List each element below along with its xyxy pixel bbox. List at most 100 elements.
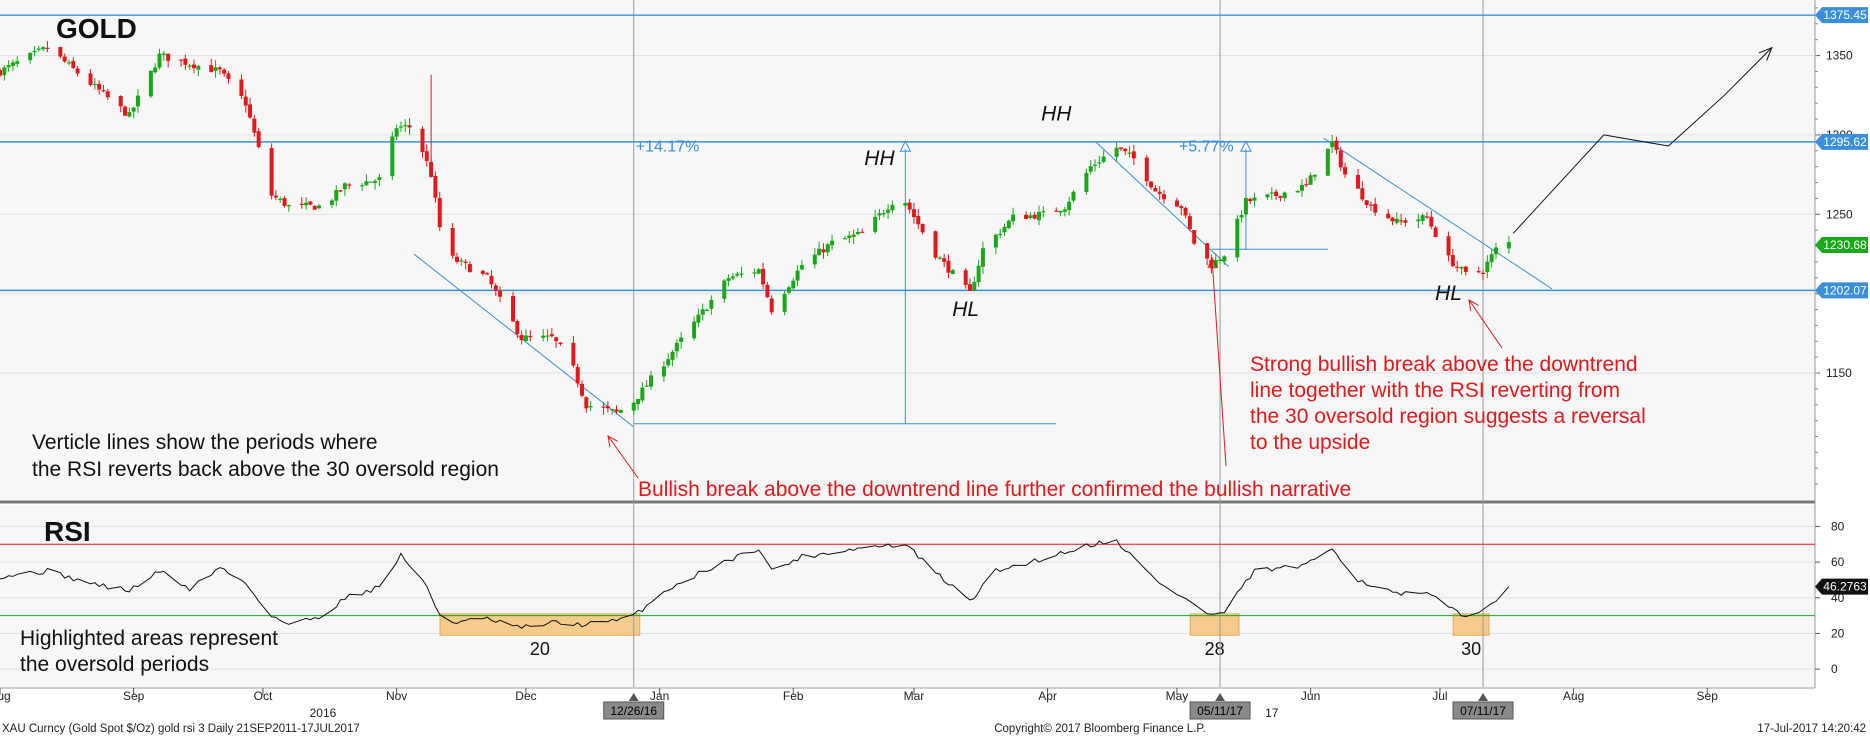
pattern-label: HL [1435, 282, 1462, 305]
candle-down [519, 335, 524, 341]
candle-up [157, 53, 162, 68]
oversold-highlight [1189, 613, 1240, 636]
candle-up [135, 95, 140, 107]
pattern-label: HL [952, 298, 979, 321]
candle-down [821, 249, 826, 253]
right-note-line-3: the 30 oversold region suggests a revers… [1250, 405, 1646, 428]
candle-down [968, 284, 973, 291]
candle-up [886, 209, 891, 213]
month-tick-label: Oct [254, 689, 273, 703]
annotation-arrows [607, 256, 1503, 479]
downtrend-line [413, 253, 635, 428]
candle-up [1239, 215, 1244, 218]
candle-up [842, 238, 847, 240]
candle-down [248, 104, 253, 118]
candle-down [467, 264, 472, 273]
oversold-label: 20 [530, 639, 550, 659]
candle-down [239, 79, 244, 97]
downtrend-line [1323, 137, 1553, 290]
month-tick-label: Aug [0, 689, 11, 703]
candle-up [1269, 192, 1274, 194]
candle-down [1187, 216, 1192, 230]
rsi-gridlines [0, 525, 1815, 670]
left-note-line-2: the RSI reverts back above the 30 overso… [32, 458, 499, 481]
candle-up [1295, 190, 1300, 193]
oversold-highlight [439, 613, 641, 636]
candle-up [196, 65, 201, 70]
pattern-label: HH [1041, 103, 1072, 126]
bottom-note: Bullish break above the downtrend line f… [638, 478, 1351, 501]
candle-down [338, 190, 343, 192]
candle-up [41, 47, 46, 50]
candle-down [963, 270, 968, 285]
candle-up [679, 337, 684, 342]
price-tag-box [1815, 282, 1868, 299]
left-note-line-1: Verticle lines show the periods where [32, 431, 378, 454]
candle-up [610, 409, 615, 411]
candle-up [398, 126, 403, 128]
rsi-line [0, 539, 1510, 629]
candle-up [1093, 164, 1098, 166]
annotation-arrow-line [607, 435, 639, 479]
candle-down [1123, 148, 1128, 152]
candle-up [304, 202, 309, 206]
candle-up [390, 136, 395, 177]
candle-down [1304, 184, 1309, 186]
candle-up [364, 181, 369, 186]
candle-up [187, 65, 192, 67]
candle-up [213, 67, 218, 71]
annotation-arrowhead [1207, 256, 1218, 269]
candle-up [1101, 156, 1106, 162]
candle-down [1209, 259, 1214, 269]
candle-up [1097, 162, 1102, 164]
candle-up [1489, 254, 1494, 263]
month-tick-label: Mar [904, 689, 925, 703]
month-tick-label: Nov [386, 689, 407, 703]
price-gridlines [0, 55, 1815, 374]
candle-up [890, 204, 895, 211]
candle-down [1360, 188, 1365, 200]
candle-up [1282, 192, 1287, 199]
candle-down [308, 201, 313, 205]
candle-up [286, 205, 291, 207]
candle-up [730, 276, 735, 279]
candle-down [209, 65, 214, 73]
date-marker-box [1452, 701, 1514, 720]
candle-down [179, 59, 184, 61]
candle-down [101, 89, 106, 92]
candle-down [0, 70, 2, 76]
candle-down [584, 397, 589, 409]
candle-down [222, 69, 227, 74]
month-tick-label: May [1166, 689, 1189, 703]
candle-up [696, 314, 701, 323]
candle-down [1433, 227, 1438, 238]
candle-up [368, 181, 373, 183]
candle-down [1476, 271, 1481, 273]
candle-up [1071, 191, 1076, 201]
month-tick-label: Sep [123, 689, 145, 703]
month-tick-label: Jan [650, 689, 669, 703]
candle-up [36, 48, 41, 50]
candle-up [1235, 218, 1240, 258]
month-tick-label: Jun [1301, 689, 1320, 703]
date-marker-label: 05/11/17 [1197, 704, 1243, 718]
candle-up [700, 309, 705, 315]
annotation-arrowhead [1468, 299, 1479, 311]
candle-down [1144, 157, 1149, 182]
month-tick-label: Aug [1563, 689, 1584, 703]
candle-up [131, 107, 136, 112]
candle-down [554, 337, 559, 342]
candle-down [1463, 266, 1468, 272]
candle-up [782, 293, 787, 312]
candle-down [601, 406, 606, 408]
candle-up [523, 335, 528, 341]
measured-moves: +14.17% +5.77% [633, 138, 1328, 425]
candle-down [273, 195, 278, 198]
candle-up [127, 111, 132, 117]
candle-up [791, 280, 796, 289]
candle-down [226, 73, 231, 79]
measured-move-arrowhead [1240, 140, 1252, 152]
month-tick-label: Dec [515, 689, 536, 703]
candle-down [1364, 200, 1369, 205]
candle-up [670, 351, 675, 360]
